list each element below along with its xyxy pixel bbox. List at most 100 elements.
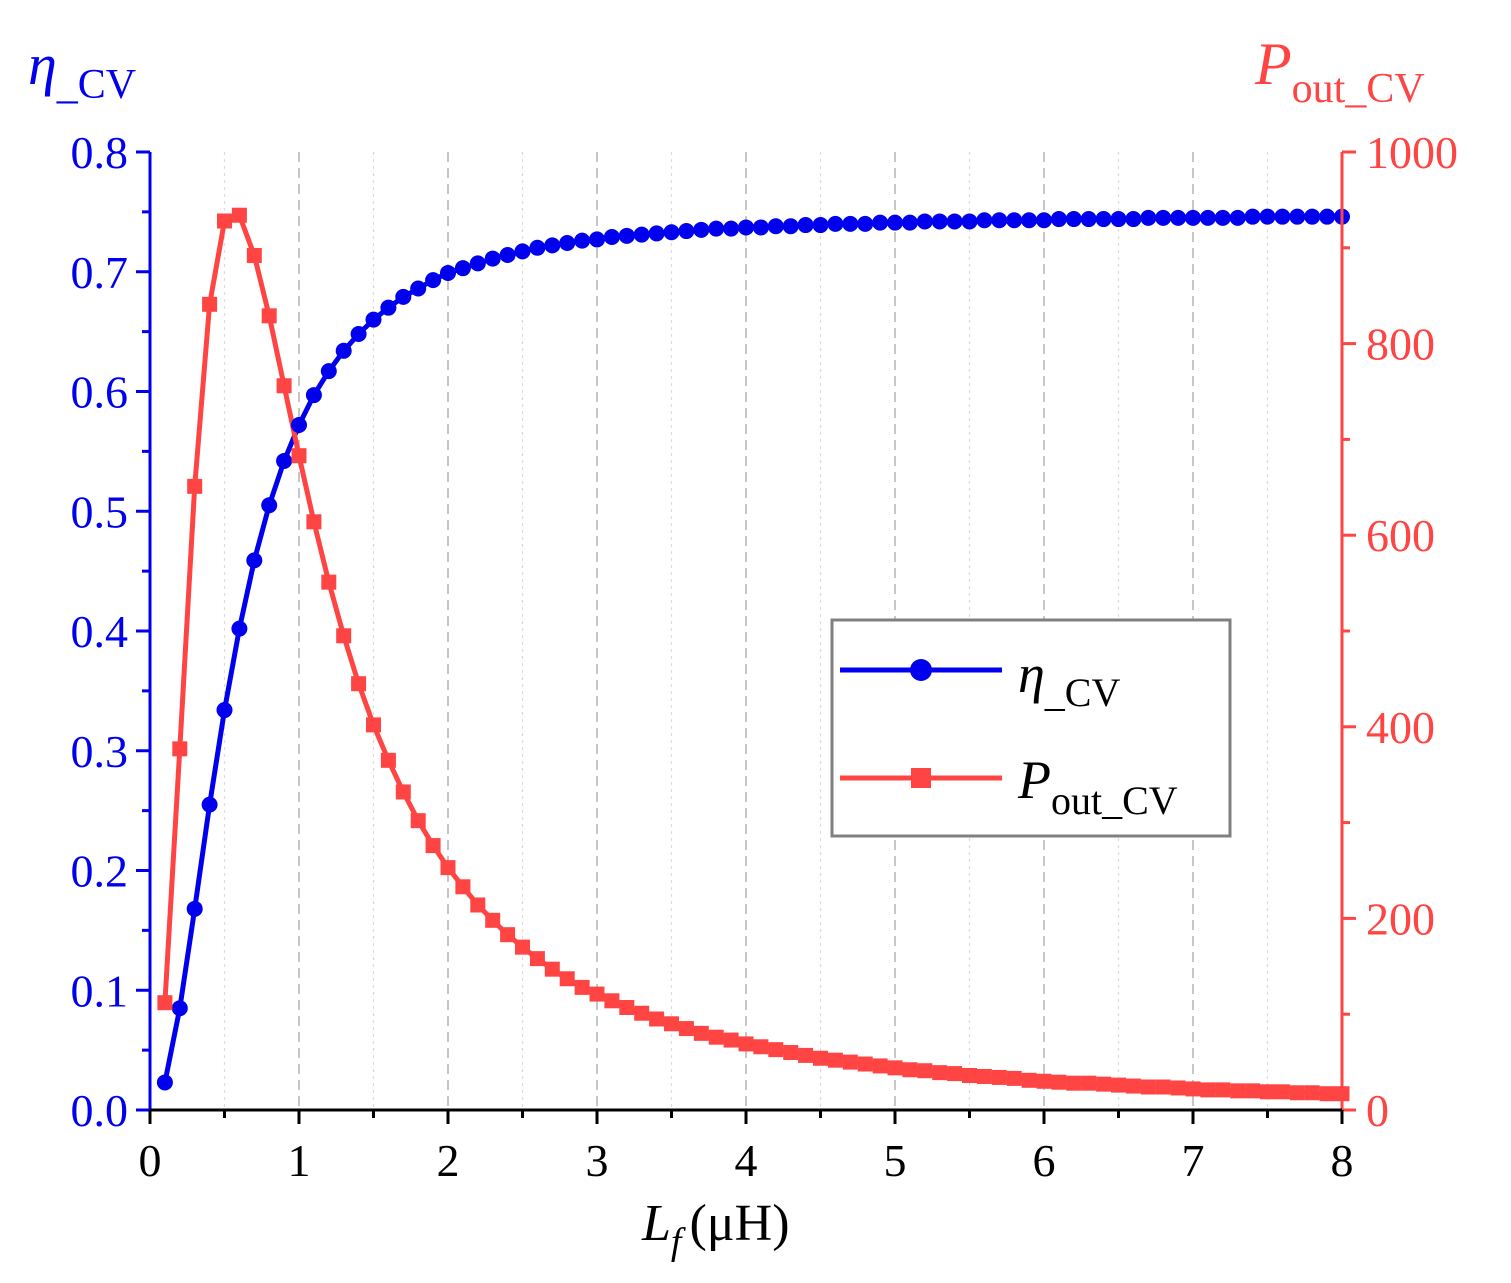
data-point-P_out_CV [425,838,441,854]
data-point-eta_CV [1006,212,1023,229]
data-point-P_out_CV [1170,1080,1186,1096]
legend-marker-pout [911,768,931,788]
legend-eta-subscript: _CV [1044,670,1121,715]
data-point-eta_CV [216,702,233,719]
data-point-P_out_CV [351,676,367,692]
data-point-P_out_CV [827,1052,843,1068]
data-point-eta_CV [946,213,963,230]
y-right-axis-title: Pout_CV [1254,31,1425,112]
y-right-tick-label: 200 [1366,893,1435,944]
data-point-eta_CV [633,226,650,243]
y-left-tick-label: 0.6 [71,367,129,418]
data-point-P_out_CV [589,986,605,1002]
legend-label-pout: Pout_CV [1017,750,1178,823]
data-point-eta_CV [931,213,948,230]
legend-eta-symbol: η [1018,644,1045,704]
data-point-eta_CV [231,620,248,637]
data-point-P_out_CV [723,1032,739,1048]
data-point-eta_CV [499,246,516,263]
legend-box [830,618,1232,838]
data-point-eta_CV [887,214,903,231]
data-point-P_out_CV [842,1054,858,1070]
data-point-eta_CV [1095,211,1112,228]
data-point-P_out_CV [529,951,545,967]
data-point-eta_CV [1065,211,1082,228]
data-point-P_out_CV [1096,1076,1112,1092]
x-title-symbol: L [641,1195,671,1252]
data-point-P_out_CV [291,448,307,464]
data-point-P_out_CV [515,939,530,955]
series-markers [156,207,1350,1102]
data-point-P_out_CV [410,813,426,829]
x-tick-label: 4 [735,1135,758,1186]
data-point-eta_CV [246,552,263,569]
data-point-P_out_CV [321,574,337,590]
data-point-P_out_CV [157,995,173,1011]
data-point-eta_CV [901,214,918,231]
x-tick-label: 2 [437,1135,460,1186]
data-point-eta_CV [291,417,307,434]
data-point-P_out_CV [664,1016,679,1032]
data-point-P_out_CV [1215,1082,1231,1098]
y-right-tick-label: 800 [1366,319,1435,370]
data-point-eta_CV [1259,208,1276,225]
data-point-eta_CV [454,260,471,277]
data-point-P_out_CV [1274,1084,1290,1100]
data-point-P_out_CV [1111,1077,1126,1093]
data-point-eta_CV [544,237,561,254]
data-point-eta_CV [529,239,546,256]
data-point-eta_CV [589,231,605,248]
data-point-eta_CV [842,215,859,232]
data-point-P_out_CV [1140,1079,1156,1095]
data-point-P_out_CV [738,1036,754,1052]
data-point-eta_CV [514,243,531,260]
y-left-tick-label: 0.4 [71,606,129,657]
data-point-eta_CV [1214,209,1231,226]
data-point-P_out_CV [485,912,501,928]
data-point-P_out_CV [872,1058,888,1074]
data-point-P_out_CV [455,879,471,895]
data-point-eta_CV [440,264,456,281]
data-point-P_out_CV [917,1063,933,1079]
data-point-P_out_CV [813,1050,828,1066]
data-point-P_out_CV [932,1065,948,1081]
data-point-eta_CV [305,387,322,404]
data-point-eta_CV [186,900,203,917]
data-point-eta_CV [708,220,725,237]
data-point-P_out_CV [1230,1083,1246,1099]
y-right-tick-label: 0 [1366,1085,1389,1136]
data-point-eta_CV [559,235,576,252]
data-point-P_out_CV [1066,1075,1082,1091]
data-point-eta_CV [1125,211,1142,228]
legend-pout-subscript: out_CV [1051,778,1178,823]
data-point-eta_CV [872,214,889,231]
data-point-P_out_CV [768,1042,784,1058]
data-point-P_out_CV [217,213,232,229]
data-point-eta_CV [603,229,620,246]
data-point-eta_CV [1050,211,1067,228]
data-point-P_out_CV [783,1045,799,1061]
data-point-eta_CV [171,1000,188,1017]
data-point-eta_CV [857,215,874,232]
x-title-unit: (μH) [689,1195,789,1252]
x-tick-label: 1 [288,1135,311,1186]
data-point-P_out_CV [693,1025,709,1041]
data-point-eta_CV [782,218,799,235]
data-point-P_out_CV [202,296,218,312]
data-point-P_out_CV [1289,1085,1305,1101]
data-point-eta_CV [1229,209,1246,226]
y-left-tick-label: 0.5 [71,486,129,537]
data-point-eta_CV [678,223,695,240]
data-point-eta_CV [767,218,784,235]
data-point-eta_CV [380,299,397,316]
data-point-eta_CV [1304,208,1321,225]
data-point-P_out_CV [887,1060,903,1076]
data-point-P_out_CV [753,1039,769,1055]
data-point-eta_CV [276,452,293,469]
data-point-P_out_CV [1155,1079,1171,1095]
y-left-title-symbol: η [28,32,57,97]
data-point-eta_CV [1244,208,1261,225]
data-point-P_out_CV [366,717,381,733]
data-point-P_out_CV [380,752,396,768]
